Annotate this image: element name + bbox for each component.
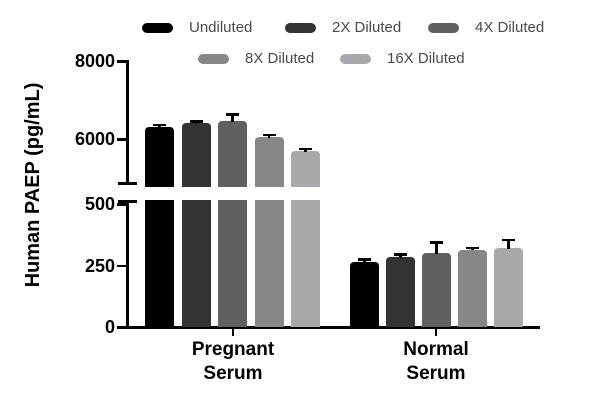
legend-swatch-8x-diluted: [198, 54, 229, 64]
bar-lower: [254, 200, 284, 327]
error-bar-cap: [189, 120, 203, 123]
y-tick: [117, 60, 126, 63]
y-axis-lower-segment: [126, 201, 129, 329]
y-tick-label: 8000: [74, 51, 115, 71]
y-tick: [117, 203, 126, 206]
y-axis-upper-segment: [126, 60, 129, 184]
y-tick: [117, 326, 126, 329]
y-tick-label: 500: [84, 194, 115, 214]
legend-swatch-2x-diluted: [285, 23, 316, 33]
bar-upper: [181, 123, 211, 187]
bar: [386, 256, 415, 327]
bar-upper: [254, 137, 284, 187]
error-bar-stem: [399, 254, 402, 258]
bar-upper: [291, 150, 320, 187]
bar-lower: [145, 200, 174, 327]
x-group-label: Normal Serum: [403, 339, 469, 384]
error-bar-stem: [435, 242, 438, 255]
y-tick: [117, 264, 126, 267]
legend-label: Undiluted: [189, 19, 253, 36]
error-bar-cap: [262, 133, 276, 137]
y-axis-title: Human PAEP (pg/mL): [22, 82, 44, 288]
legend-label: 2X Diluted: [332, 19, 402, 36]
y-tick-label: 0: [104, 317, 115, 337]
bar: [458, 249, 487, 327]
y-tick: [117, 138, 126, 141]
y-tick-label: 6000: [74, 129, 115, 149]
error-bar-cap: [466, 246, 479, 250]
error-bar-cap: [153, 123, 166, 127]
bar-upper: [145, 127, 174, 187]
legend-label: 16X Diluted: [387, 50, 465, 67]
x-group-tick: [231, 329, 235, 336]
error-bar-stem: [267, 134, 271, 139]
error-bar-stem: [158, 124, 161, 129]
error-bar-stem: [507, 239, 510, 250]
bar: [350, 261, 379, 327]
bar: [422, 253, 451, 327]
error-bar-cap: [430, 241, 443, 244]
error-bar-cap: [358, 258, 371, 261]
x-axis: [126, 326, 540, 329]
legend-label: 8X Diluted: [245, 50, 315, 67]
legend-swatch-4x-diluted: [428, 23, 459, 33]
error-bar-cap: [502, 238, 515, 242]
bar: [494, 248, 523, 327]
error-bar-cap: [226, 113, 239, 116]
y-axis-upper-end-cap: [118, 182, 137, 185]
y-axis-lower-start-cap: [118, 200, 137, 203]
legend-swatch-undiluted: [142, 23, 173, 33]
error-bar-stem: [231, 114, 234, 123]
bar-lower: [291, 200, 320, 327]
bar-lower: [218, 200, 247, 327]
bar-lower: [181, 200, 211, 327]
error-bar-cap: [299, 147, 312, 151]
error-bar-cap: [394, 253, 407, 256]
legend-label: 4X Diluted: [475, 19, 545, 36]
x-group-tick: [434, 329, 438, 336]
x-group-label: Pregnant Serum: [191, 339, 275, 384]
y-tick-label: 250: [84, 255, 115, 276]
bar-upper: [218, 121, 247, 187]
legend-swatch-16x-diluted: [340, 54, 371, 64]
error-bar-stem: [363, 259, 366, 263]
